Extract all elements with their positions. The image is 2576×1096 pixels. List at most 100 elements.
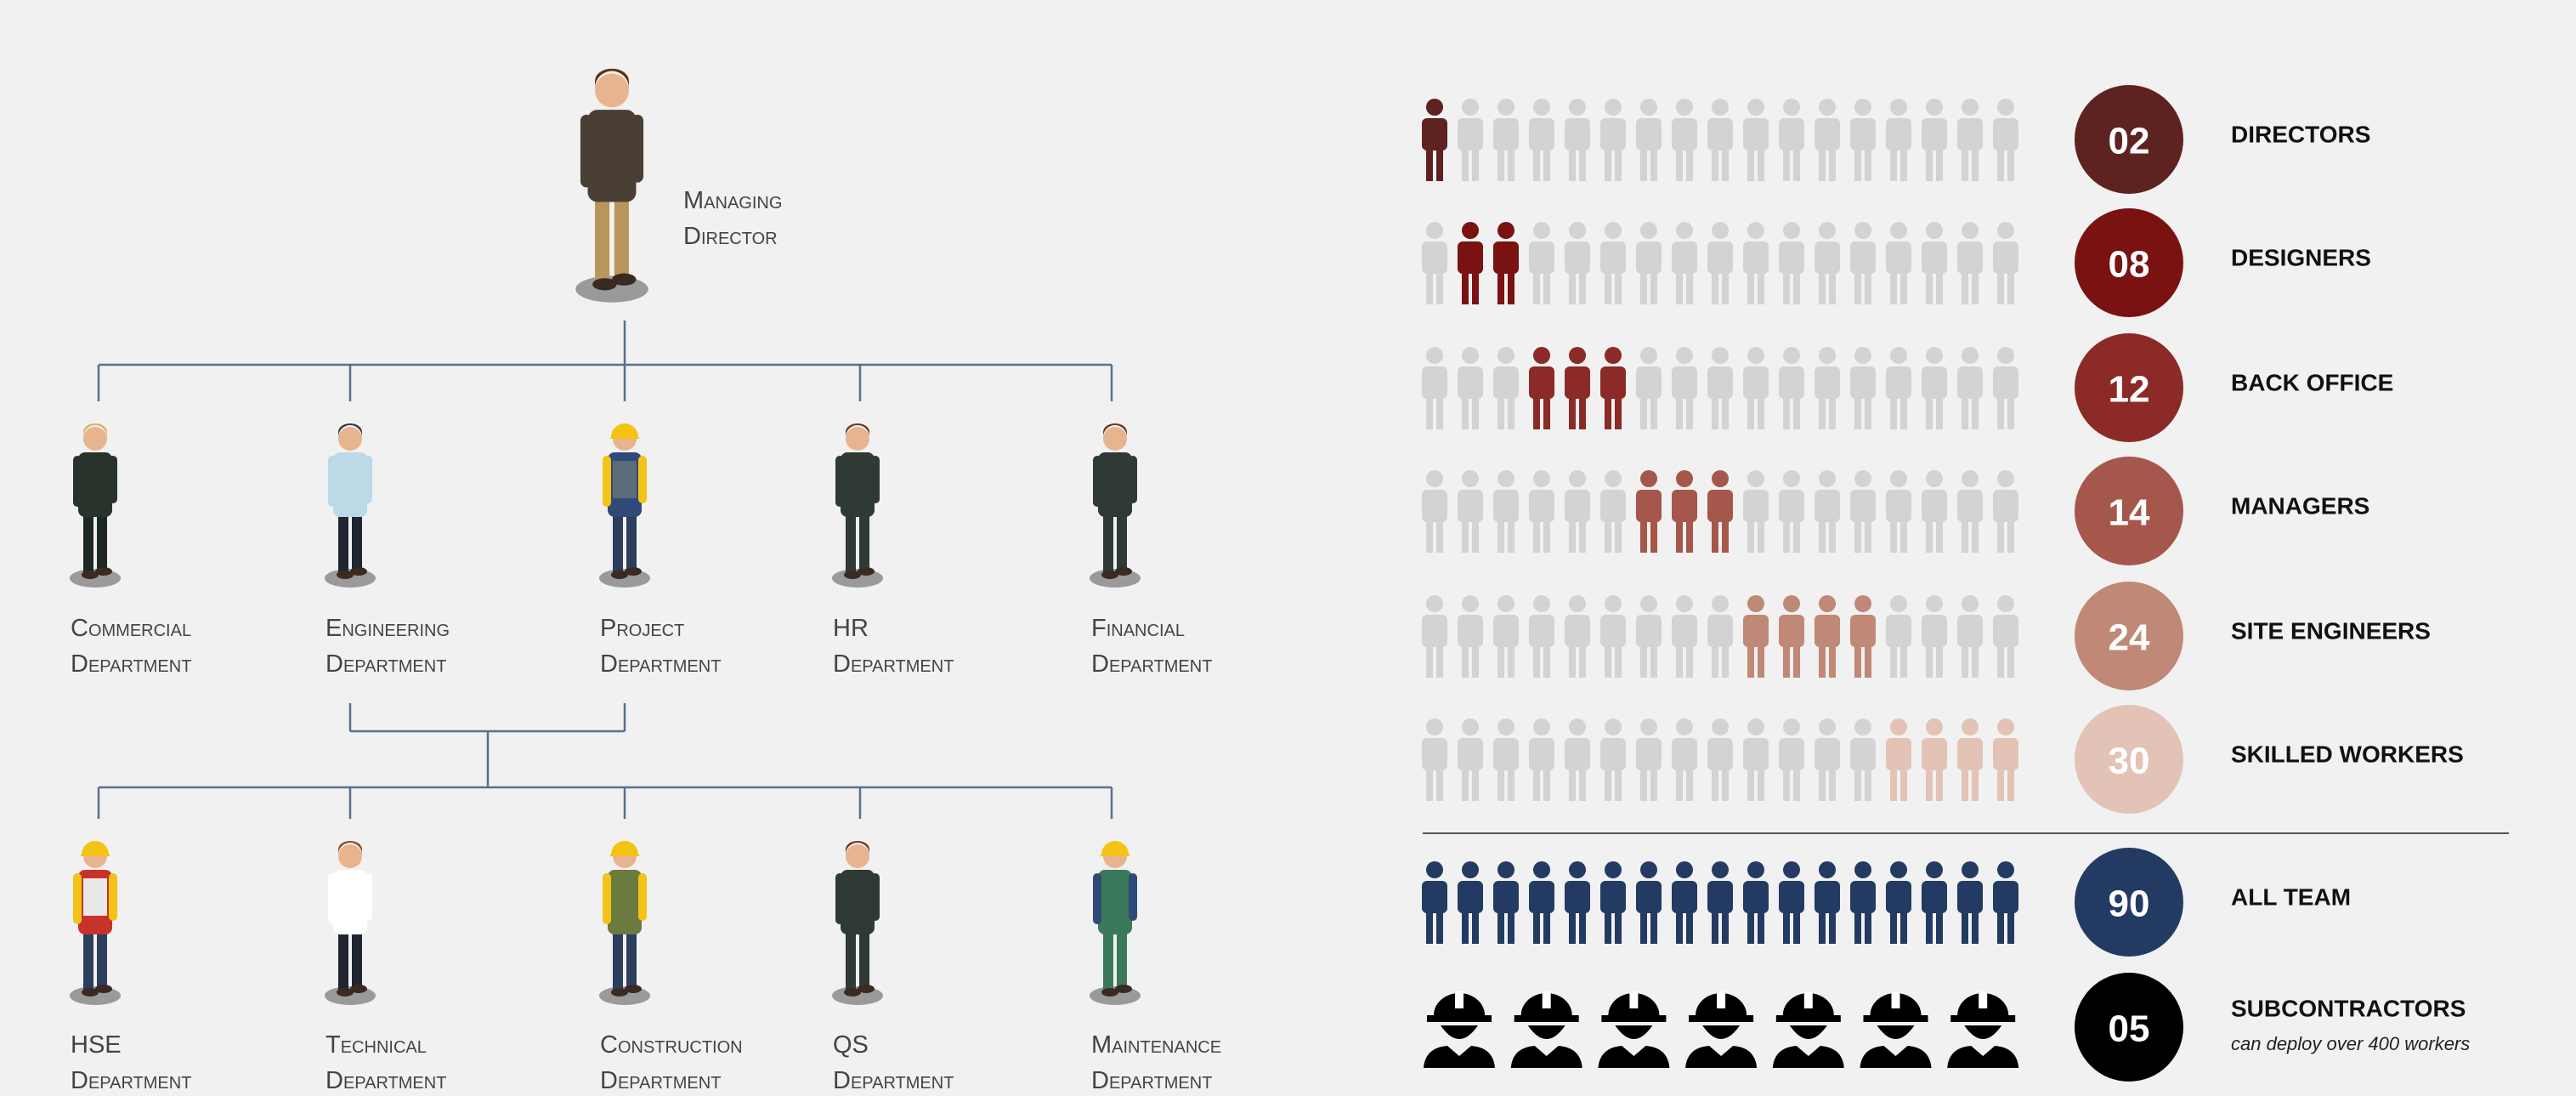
head bbox=[338, 427, 362, 451]
icon-leg bbox=[1605, 765, 1611, 801]
icon-body bbox=[1779, 615, 1804, 647]
icon-body bbox=[1815, 366, 1840, 399]
icon-body bbox=[1458, 881, 1483, 913]
arm bbox=[871, 873, 880, 921]
icon-leg bbox=[1712, 145, 1718, 181]
icon-leg bbox=[1783, 908, 1790, 944]
icon-leg bbox=[1819, 765, 1826, 801]
icon-leg bbox=[2007, 269, 2014, 304]
org-label: Department bbox=[326, 1067, 446, 1094]
stat-label: DESIGNERS bbox=[2231, 244, 2371, 270]
icon-body bbox=[1672, 118, 1697, 150]
icon-body bbox=[1672, 490, 1697, 522]
icon-head bbox=[1462, 99, 1479, 116]
count-number: 24 bbox=[2109, 617, 2150, 659]
icon-head bbox=[1854, 470, 1871, 487]
icon-leg bbox=[1936, 517, 1943, 553]
icon-leg bbox=[1508, 269, 1514, 304]
icon-leg bbox=[1650, 908, 1657, 944]
head bbox=[338, 844, 362, 868]
icon-leg bbox=[1747, 908, 1754, 944]
icon-leg bbox=[1972, 642, 1979, 678]
icon-leg bbox=[1497, 517, 1504, 553]
icon-leg bbox=[1712, 642, 1718, 678]
org-label: Construction bbox=[600, 1031, 743, 1059]
org-label: Department bbox=[1091, 650, 1212, 678]
icon-leg bbox=[2007, 908, 2014, 944]
icon-body bbox=[1850, 738, 1876, 770]
arm bbox=[1129, 456, 1137, 503]
icon-body bbox=[1458, 490, 1483, 522]
icon-leg bbox=[1533, 642, 1540, 678]
icon-leg bbox=[1854, 765, 1861, 801]
shoe bbox=[612, 274, 637, 286]
icon-head bbox=[1783, 470, 1800, 487]
icon-leg bbox=[1650, 517, 1657, 553]
icon-leg bbox=[1890, 642, 1897, 678]
icon-leg bbox=[1722, 269, 1729, 304]
icon-body bbox=[1600, 241, 1626, 274]
org-label: QS bbox=[833, 1031, 869, 1059]
arm bbox=[631, 115, 643, 183]
arm bbox=[580, 115, 592, 188]
icon-leg bbox=[1865, 642, 1871, 678]
icon-leg bbox=[1936, 145, 1943, 181]
stat-label: SUBCONTRACTORS bbox=[2231, 995, 2466, 1021]
arm bbox=[835, 456, 844, 507]
icon-body bbox=[1529, 738, 1554, 770]
leg bbox=[352, 931, 362, 989]
arm bbox=[871, 456, 880, 503]
icon-leg bbox=[1890, 394, 1897, 429]
icon-body bbox=[1458, 738, 1483, 770]
leg bbox=[338, 514, 348, 575]
icon-leg bbox=[1936, 642, 1943, 678]
org-label: HSE bbox=[71, 1031, 122, 1059]
icon-body bbox=[1886, 118, 1911, 150]
icon-head bbox=[1890, 861, 1907, 878]
icon-brim bbox=[1601, 1015, 1666, 1022]
icon-leg bbox=[1890, 517, 1897, 553]
count-number: 12 bbox=[2109, 369, 2150, 411]
icon-head bbox=[1712, 470, 1729, 487]
icon-leg bbox=[1926, 642, 1933, 678]
icon-head bbox=[1926, 861, 1943, 878]
icon-body bbox=[1850, 118, 1876, 150]
icon-head bbox=[1854, 861, 1871, 878]
icon-leg bbox=[1997, 394, 2004, 429]
icon-leg bbox=[1783, 517, 1790, 553]
icon-leg bbox=[1676, 517, 1683, 553]
icon-head bbox=[1854, 347, 1871, 364]
icon-body bbox=[1993, 881, 2018, 913]
count-number: 14 bbox=[2109, 492, 2150, 534]
torso bbox=[841, 870, 875, 934]
icon-body bbox=[1422, 738, 1447, 770]
icon-body bbox=[1922, 881, 1947, 913]
icon-leg bbox=[1615, 642, 1622, 678]
icon-head bbox=[1962, 347, 1979, 364]
shoe bbox=[95, 567, 112, 576]
icon-leg bbox=[1829, 394, 1836, 429]
icon-head bbox=[1819, 470, 1836, 487]
icon-leg bbox=[1533, 765, 1540, 801]
icon-leg bbox=[1686, 765, 1693, 801]
icon-leg bbox=[1997, 269, 2004, 304]
icon-head bbox=[1962, 470, 1979, 487]
icon-leg bbox=[1472, 908, 1479, 944]
icon-leg bbox=[1686, 642, 1693, 678]
icon-leg bbox=[1819, 642, 1826, 678]
icon-leg bbox=[1579, 517, 1586, 553]
icon-body bbox=[1493, 615, 1519, 647]
icon-leg bbox=[1579, 642, 1586, 678]
icon-body bbox=[1600, 490, 1626, 522]
icon-body bbox=[1957, 615, 1983, 647]
icon-head bbox=[1890, 718, 1907, 735]
icon-body bbox=[1815, 118, 1840, 150]
icon-leg bbox=[1543, 517, 1550, 553]
icon-leg bbox=[1640, 517, 1647, 553]
leg bbox=[83, 931, 93, 992]
icon-head bbox=[1533, 470, 1550, 487]
icon-leg bbox=[1640, 145, 1647, 181]
icon-head bbox=[1640, 222, 1657, 239]
icon-head bbox=[1462, 222, 1479, 239]
icon-leg bbox=[1819, 145, 1826, 181]
